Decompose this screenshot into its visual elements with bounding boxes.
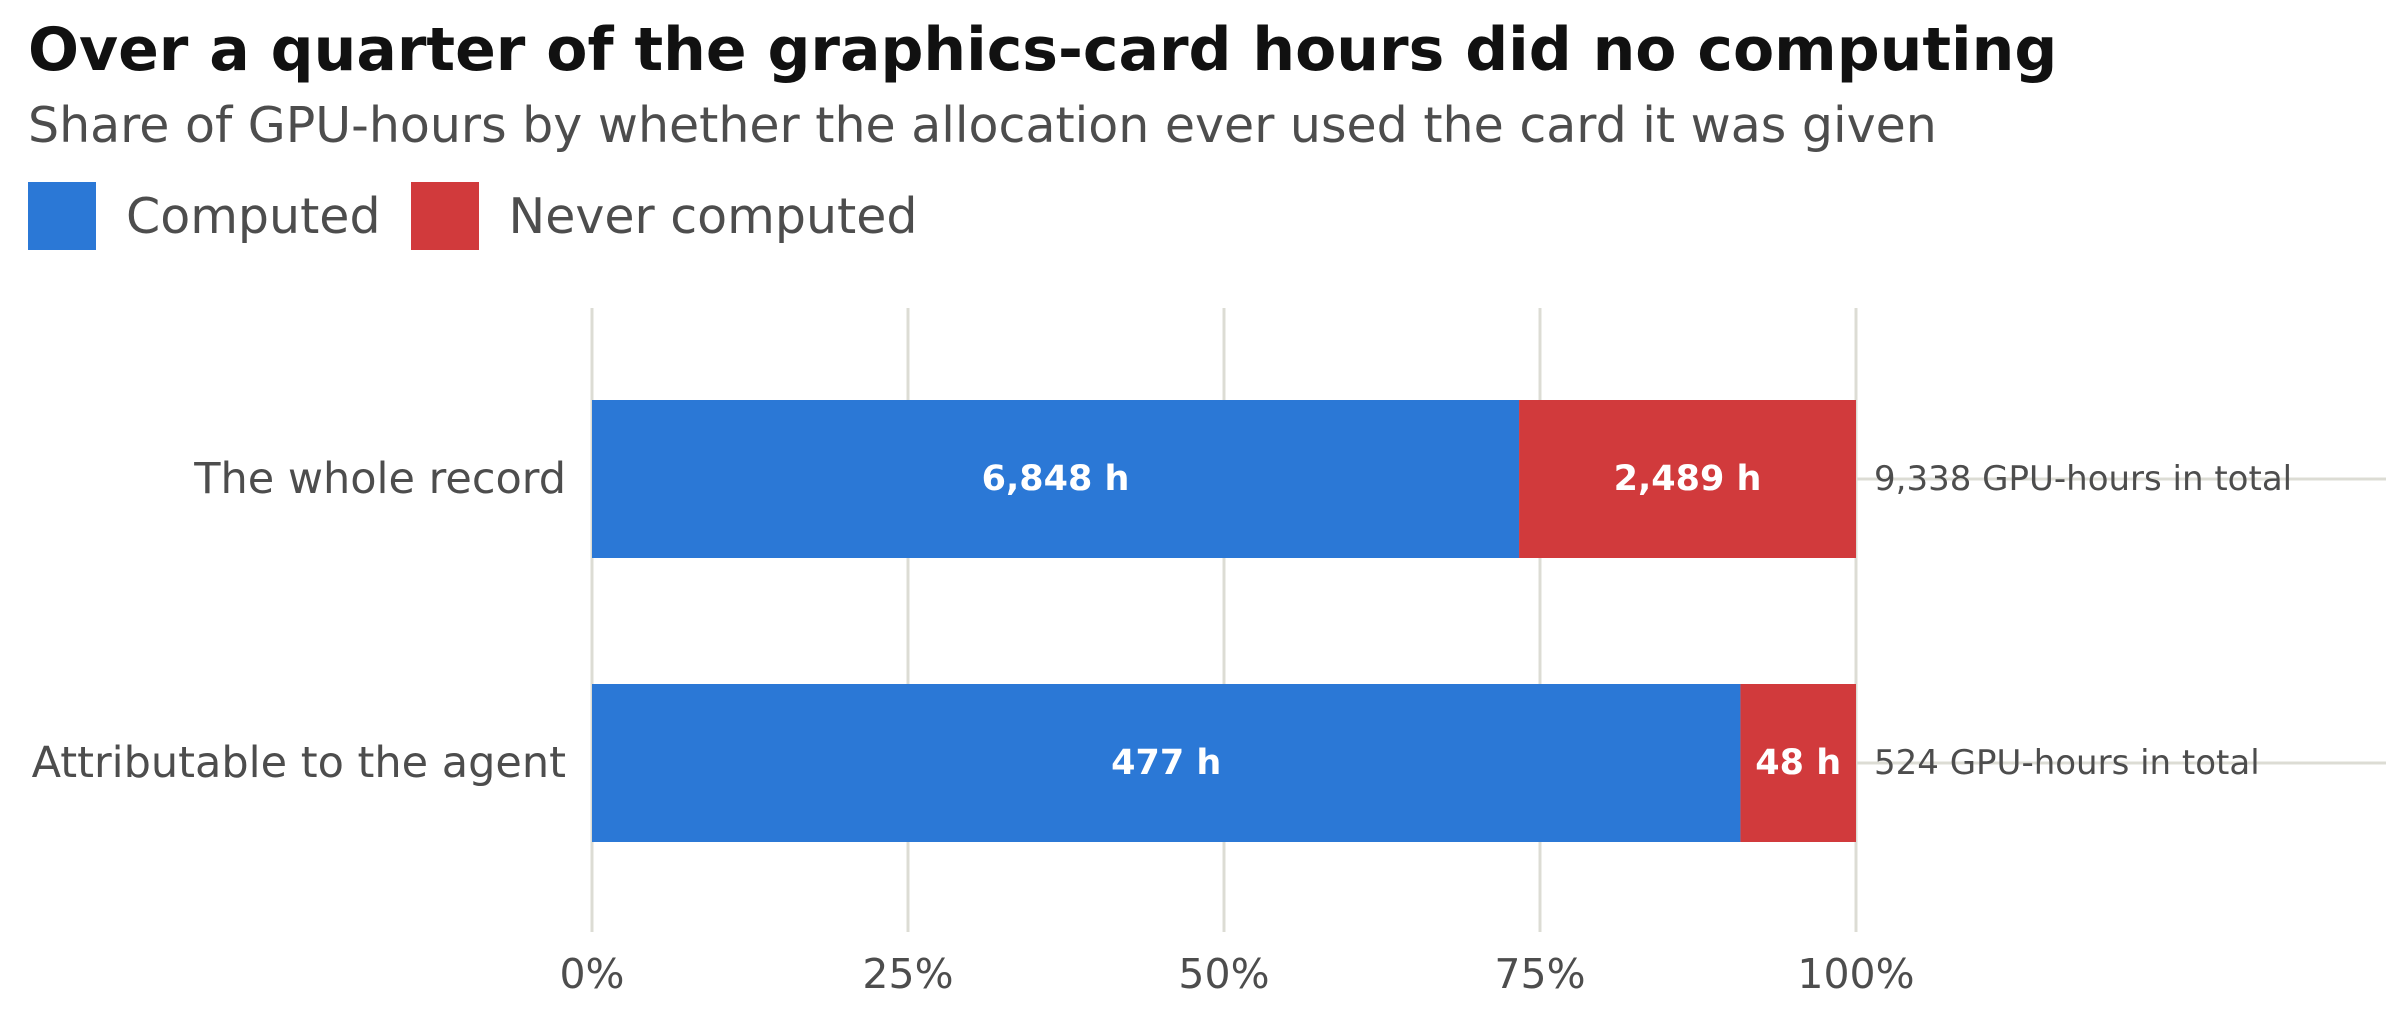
chart-title: Over a quarter of the graphics-card hour…: [28, 15, 2058, 85]
legend-label-never-computed: Never computed: [508, 187, 918, 245]
bar-label-never-computed-0: 2,489 h: [1614, 459, 1762, 499]
bar-value-labels: 6,848 h 2,489 h 477 h 48 h: [982, 459, 1842, 783]
total-label-1: 524 GPU-hours in total: [1874, 743, 2260, 783]
legend-item-never-computed: Never computed: [410, 182, 918, 250]
total-label-0: 9,338 GPU-hours in total: [1874, 459, 2292, 499]
bar-label-computed-1: 477 h: [1111, 743, 1221, 783]
y-axis-labels: The whole record Attributable to the agen…: [32, 454, 566, 788]
x-axis-tick-labels: 0% 25% 50% 75% 100%: [559, 950, 1914, 998]
legend-swatch-never-computed: [410, 182, 479, 250]
bar-computed-1: [592, 684, 1741, 842]
chart-subtitle: Share of GPU-hours by whether the alloca…: [28, 97, 1937, 154]
legend-label-computed: Computed: [126, 187, 381, 245]
x-tick-label-100: 100%: [1797, 950, 1914, 998]
bar-never-computed-1: [1740, 684, 1856, 842]
legend: Computed Never computed: [28, 182, 948, 250]
bar-label-never-computed-1: 48 h: [1755, 743, 1841, 783]
y-axis-label-0: The whole record: [193, 454, 566, 504]
bar-segments: [592, 400, 1856, 842]
legend-swatch-computed: [28, 182, 96, 250]
x-tick-label-50: 50%: [1178, 950, 1269, 998]
x-tick-label-75: 75%: [1494, 950, 1585, 998]
x-tick-label-25: 25%: [862, 950, 953, 998]
legend-item-computed: Computed: [28, 182, 381, 250]
total-labels: 9,338 GPU-hours in total 524 GPU-hours in…: [1874, 459, 2292, 783]
total-leader-lines: [1856, 477, 2386, 765]
y-axis-label-1: Attributable to the agent: [32, 738, 566, 788]
bar-computed-0: [592, 400, 1520, 558]
bar-never-computed-0: [1519, 400, 1856, 558]
bar-label-computed-0: 6,848 h: [982, 459, 1130, 499]
x-tick-label-0: 0%: [559, 950, 624, 998]
